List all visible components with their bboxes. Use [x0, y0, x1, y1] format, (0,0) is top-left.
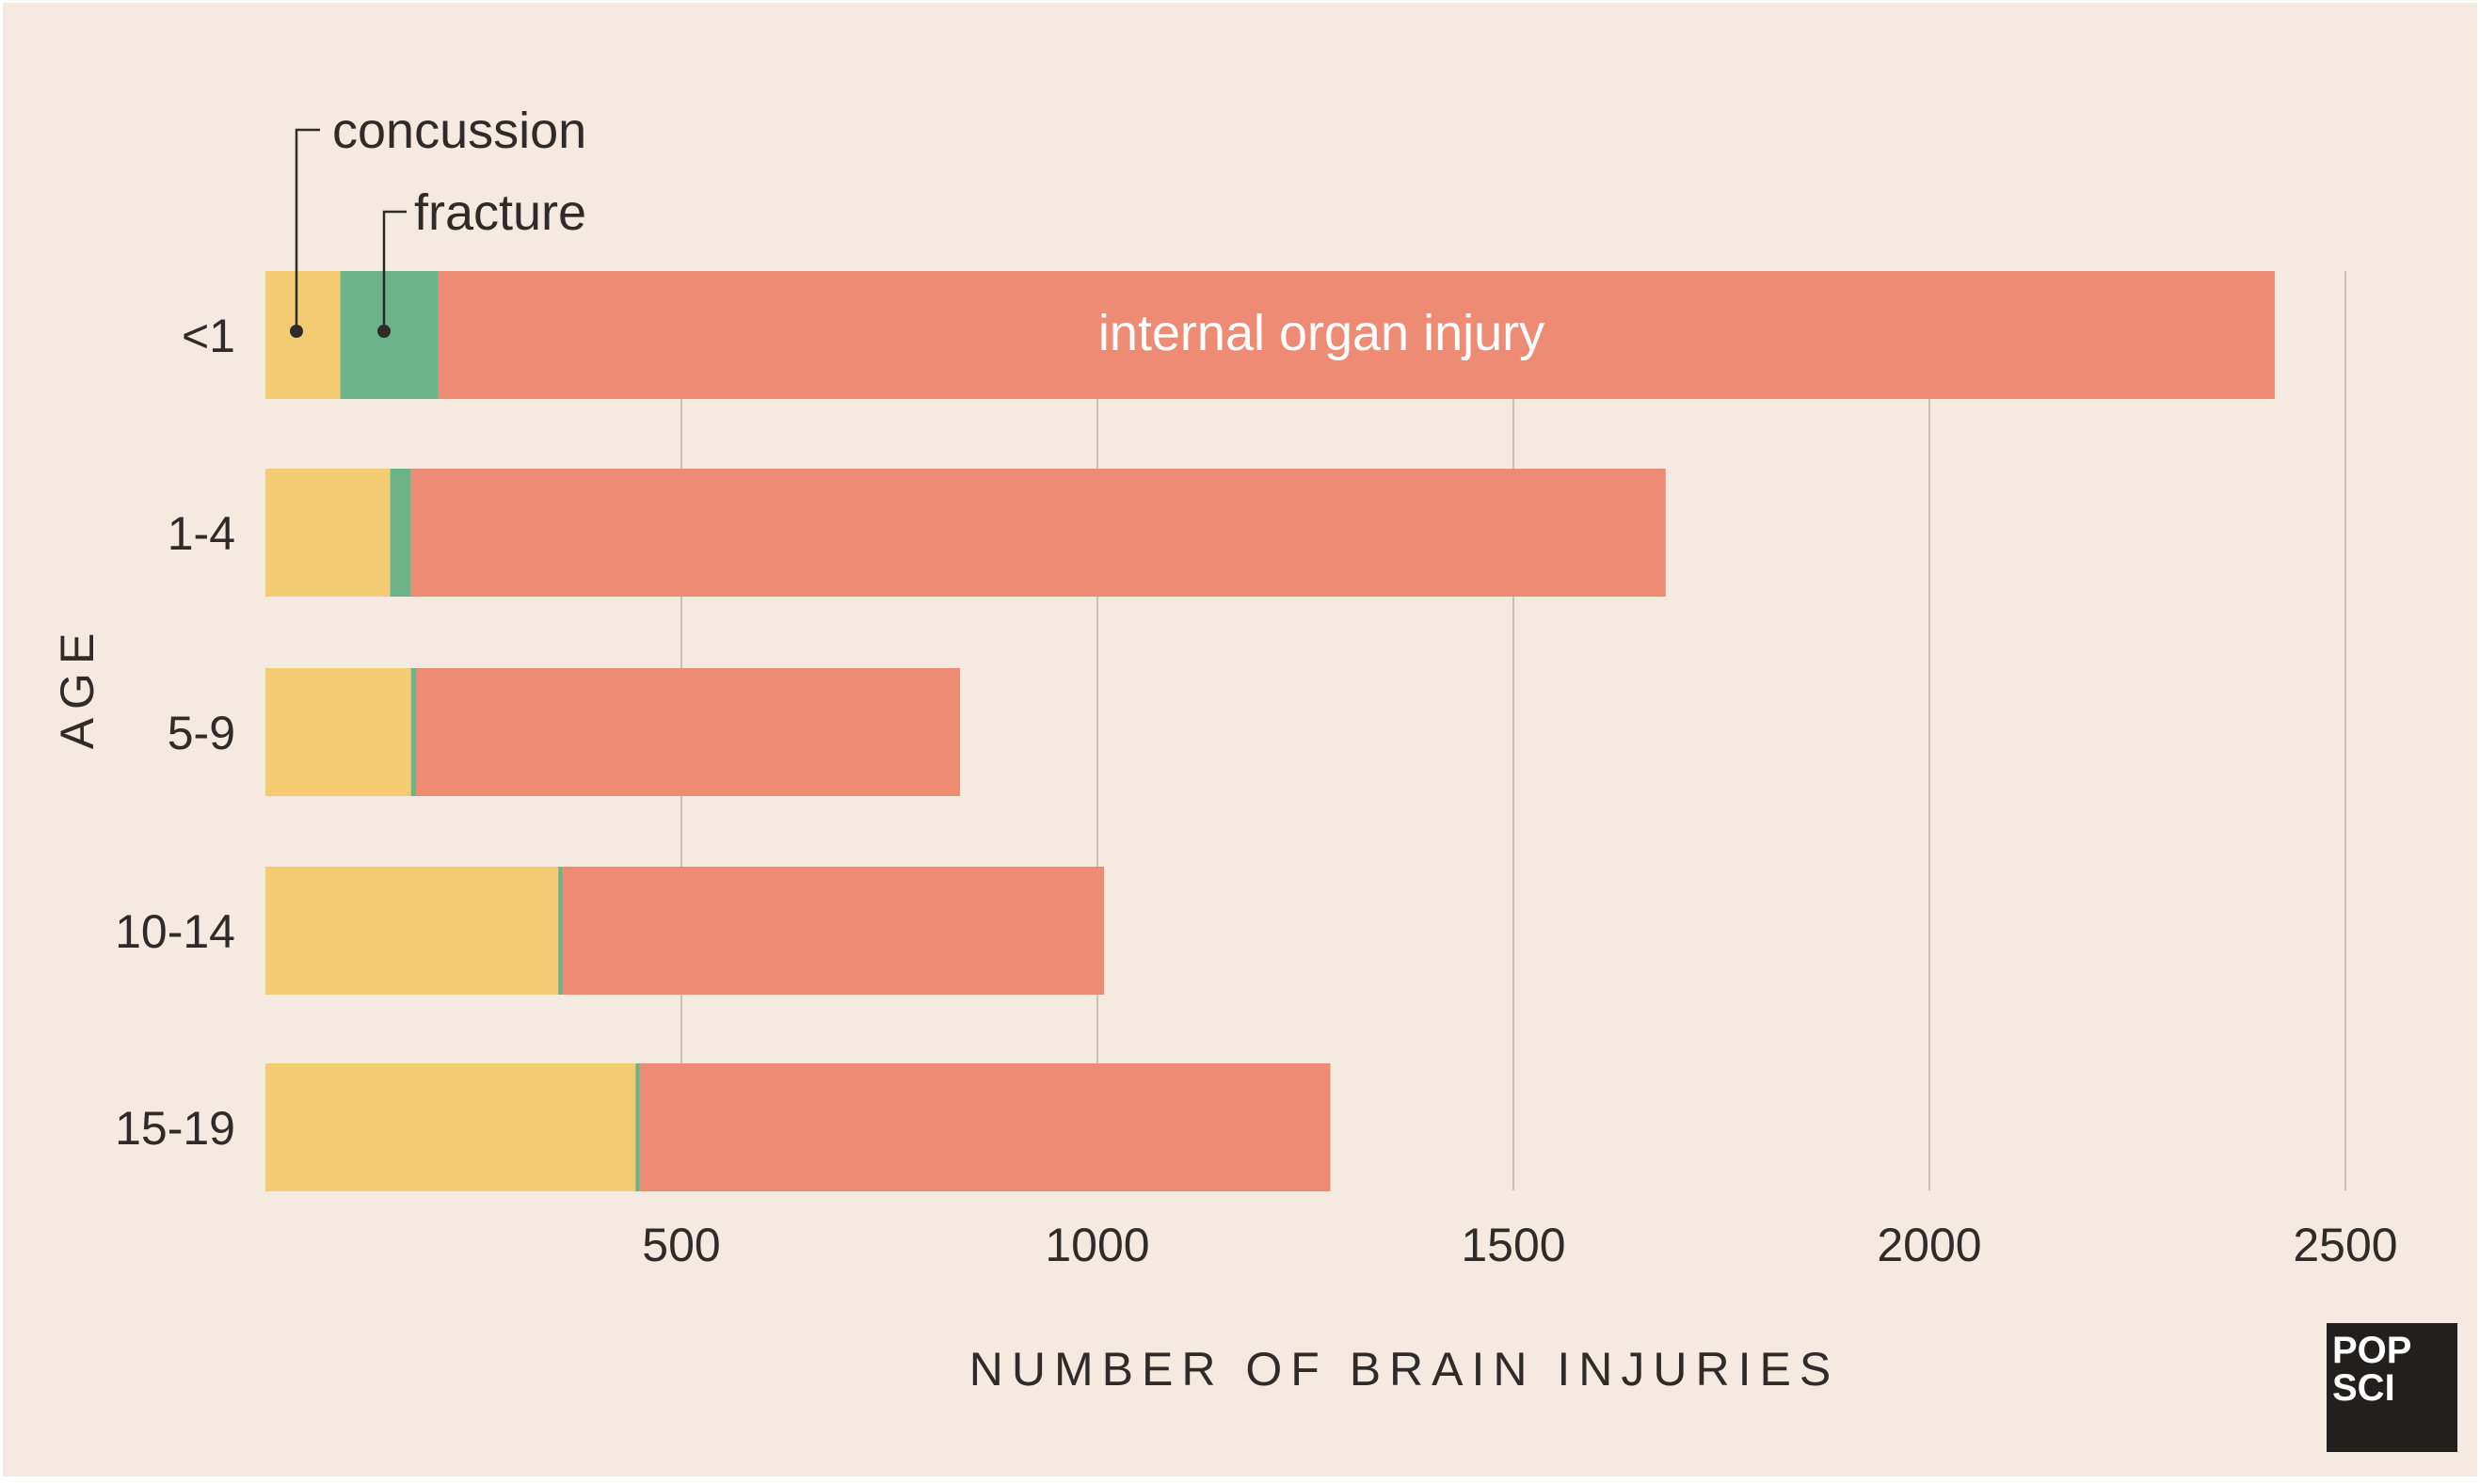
y-category-label-5-9: 5-9 — [168, 707, 235, 759]
logo-text-line2: SCI — [2332, 1367, 2395, 1409]
bar-fracture-10-14 — [558, 867, 563, 995]
x-tick-label-2000: 2000 — [1877, 1219, 1981, 1271]
x-tick-label-500: 500 — [642, 1219, 720, 1271]
bar-internal-organ-injury-15-19 — [639, 1063, 1331, 1191]
bar-internal-organ-injury-10-14 — [562, 867, 1105, 995]
y-category-label-1-4: 1-4 — [168, 507, 235, 560]
internal-organ-injury-label: internal organ injury — [1098, 305, 1544, 361]
x-tick-label-1500: 1500 — [1461, 1219, 1565, 1271]
gridlines — [680, 271, 2346, 1190]
logo-background — [2327, 1323, 2457, 1452]
annotations: concussion fracture internal organ injur… — [290, 103, 1544, 361]
fracture-leader-line — [382, 210, 407, 331]
x-tick-labels: 500 1000 1500 2000 2500 — [642, 1219, 2397, 1271]
concussion-leader-dot — [290, 325, 303, 338]
y-category-label-10-14: 10-14 — [115, 905, 235, 958]
y-category-label-lt1: <1 — [182, 310, 235, 362]
bar-concussion-5-9 — [265, 668, 411, 796]
y-axis-title: AGE — [51, 625, 104, 750]
y-category-label-15-19: 15-19 — [115, 1102, 235, 1155]
logo-text-line1: POP — [2332, 1330, 2411, 1371]
fracture-annotation-label: fracture — [414, 184, 586, 241]
bar-concussion-15-19 — [265, 1063, 636, 1191]
bar-concussion-10-14 — [265, 867, 559, 995]
fracture-leader-dot — [377, 325, 391, 338]
bar-internal-organ-injury-5-9 — [416, 668, 961, 796]
y-category-labels: <1 1-4 5-9 10-14 15-19 — [115, 310, 235, 1155]
bar-fracture-15-19 — [635, 1063, 640, 1191]
x-tick-label-1000: 1000 — [1045, 1219, 1149, 1271]
bar-fracture-1-4 — [390, 469, 411, 597]
x-axis-title: NUMBER OF BRAIN INJURIES — [969, 1343, 1839, 1396]
x-tick-label-2500: 2500 — [2293, 1219, 2397, 1271]
bar-fracture-5-9 — [410, 668, 417, 796]
popsci-logo: POP SCI — [2327, 1323, 2457, 1452]
bar-concussion-1-4 — [265, 469, 391, 597]
bar-concussion-lt1 — [265, 271, 341, 399]
bar-internal-organ-injury-lt1 — [438, 271, 2275, 399]
concussion-annotation-label: concussion — [332, 103, 586, 159]
bar-internal-organ-injury-1-4 — [410, 469, 1666, 597]
concussion-leader-line — [295, 128, 320, 331]
